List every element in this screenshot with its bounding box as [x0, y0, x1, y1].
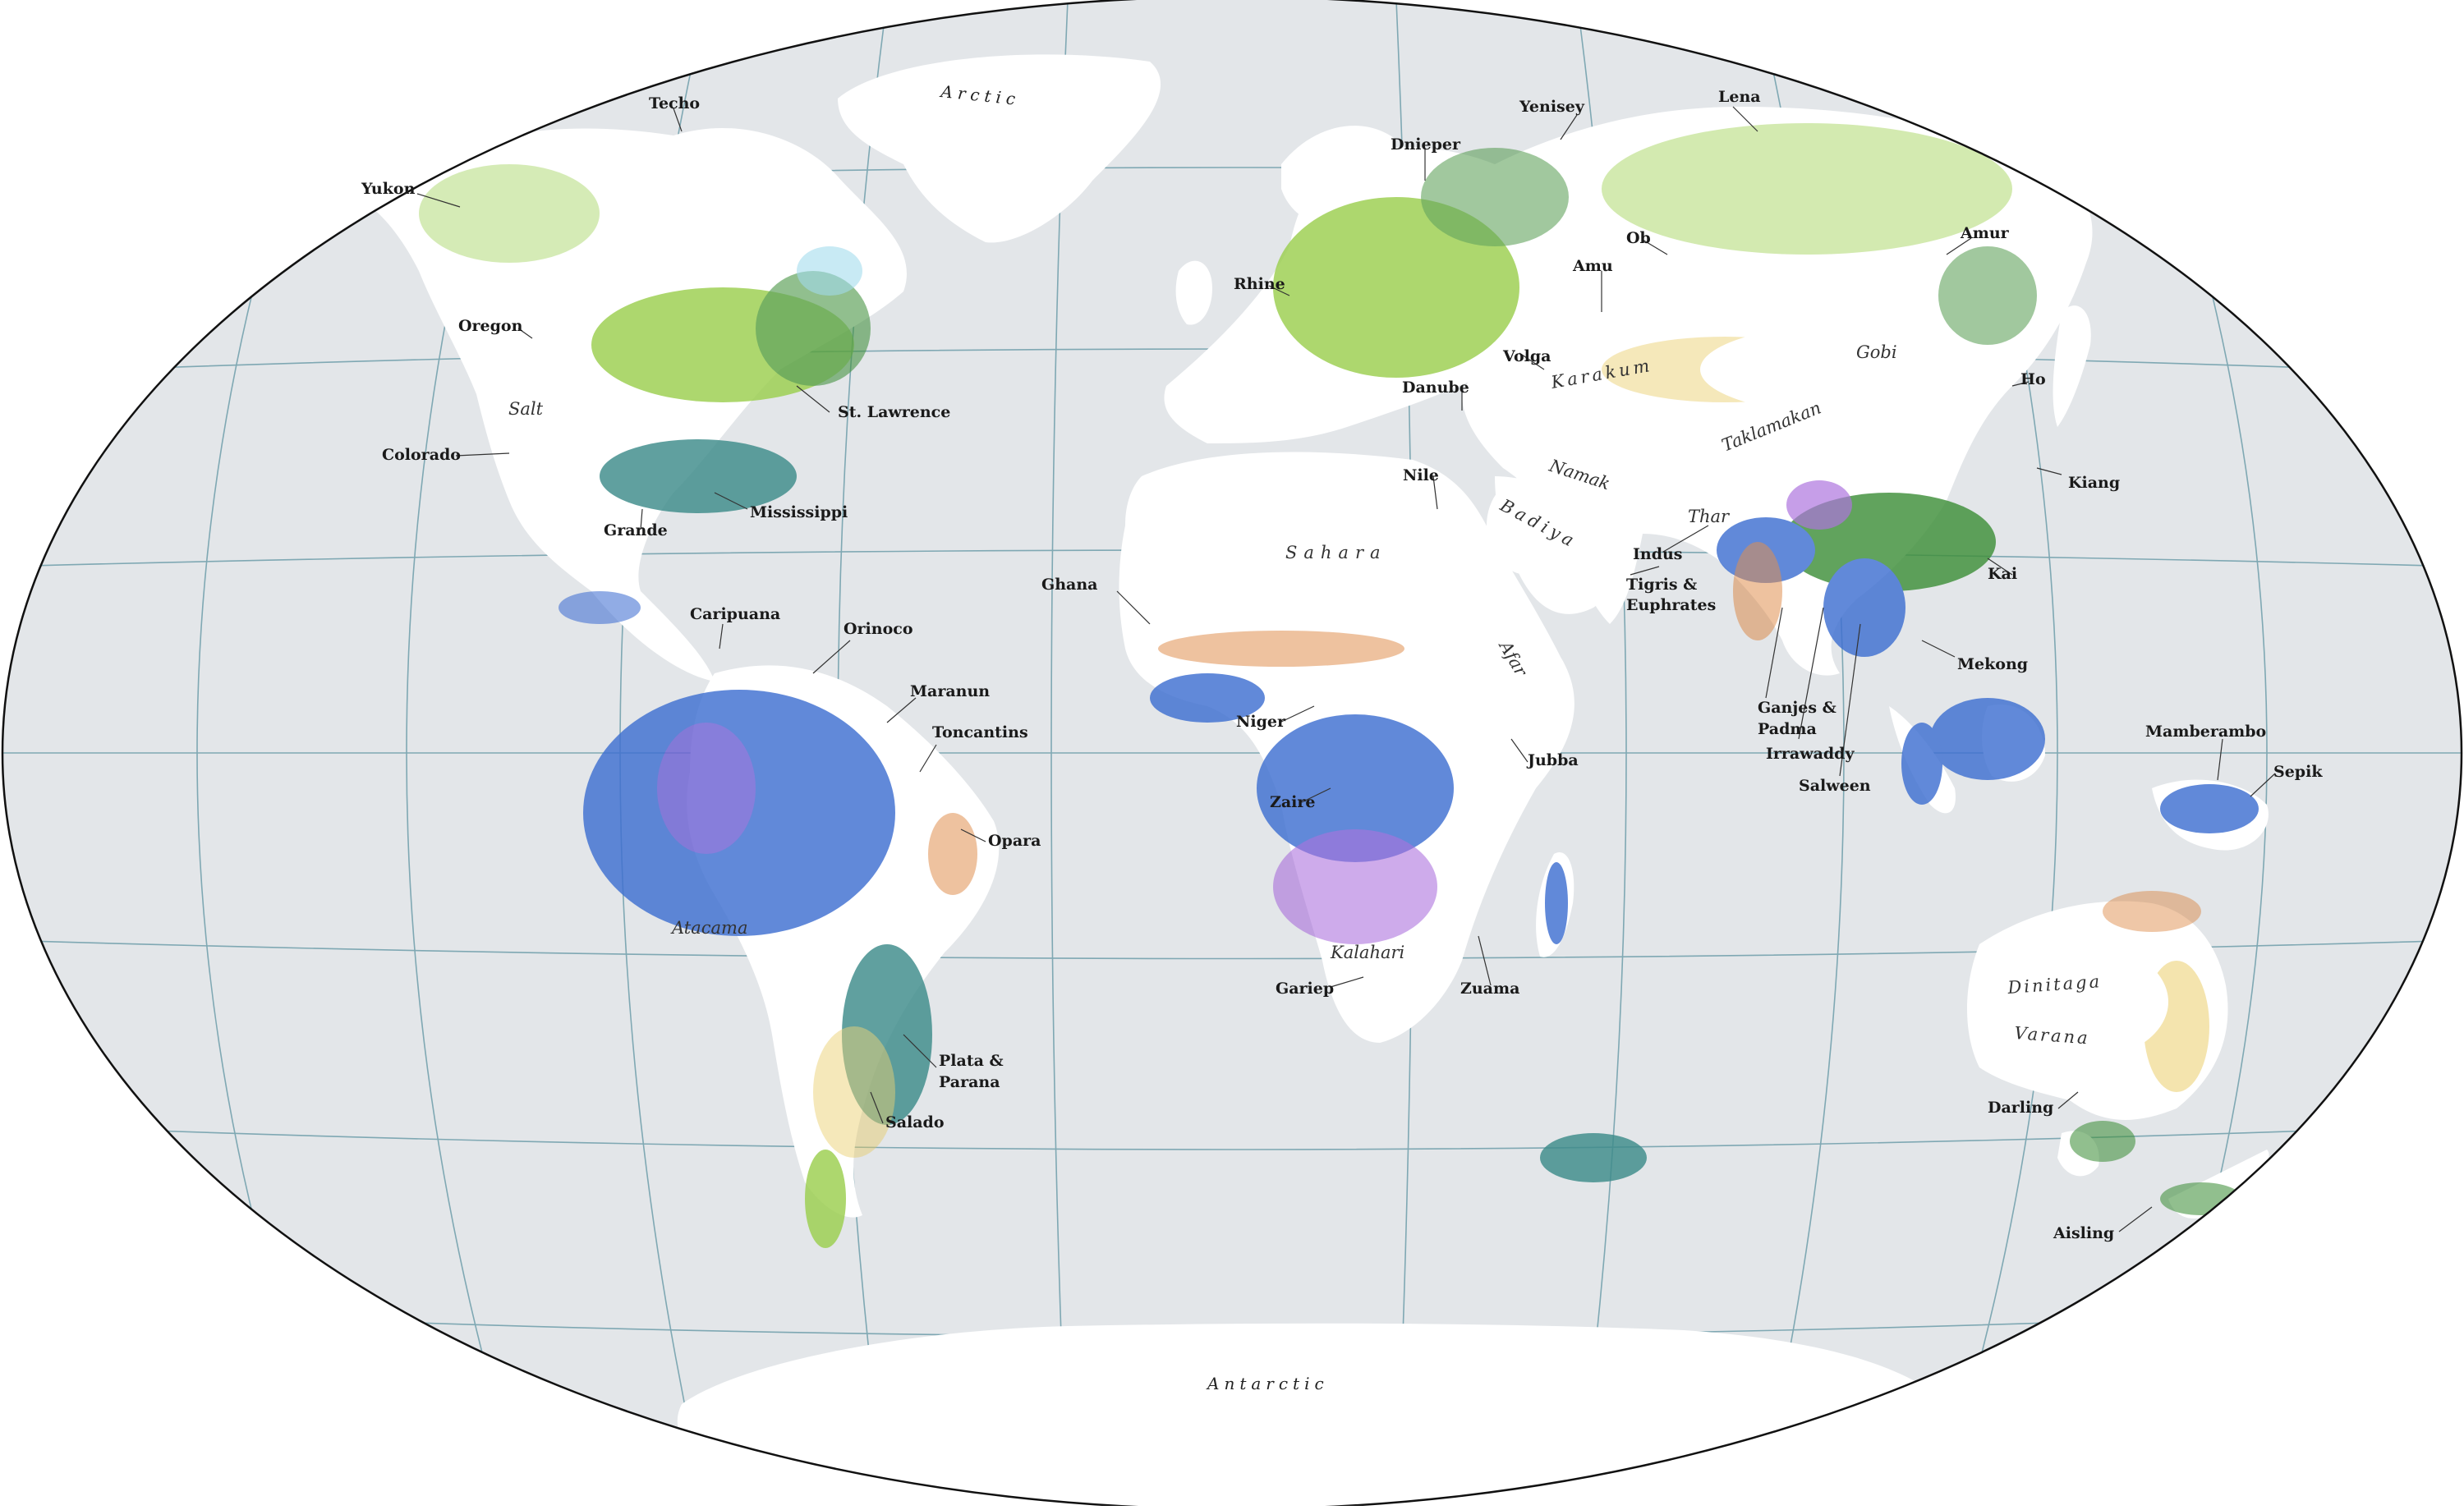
river-label-volga: Volga — [1502, 347, 1551, 365]
river-label-maranun: Maranun — [910, 682, 990, 700]
parana-basin — [842, 944, 932, 1125]
europe-green — [1273, 197, 1519, 378]
river-label-mekong: Mekong — [1957, 655, 2028, 673]
congo-basin — [1257, 714, 1454, 862]
west-africa-blue — [1150, 673, 1265, 723]
river-label-ob: Ob — [1626, 229, 1651, 247]
river-label-ghana: Ghana — [1041, 576, 1097, 594]
river-label-caripuana: Caripuana — [690, 605, 780, 623]
scandinavia — [1281, 126, 1396, 224]
river-basins — [419, 123, 2259, 1248]
river-label-salween: Salween — [1799, 777, 1871, 795]
zambezi-purple — [1273, 829, 1437, 944]
river-label-rhine: Rhine — [1234, 275, 1285, 293]
river-label-ganjes: Ganjes & — [1758, 699, 1837, 717]
siberia-green — [1602, 123, 2012, 255]
river-label-lena: Lena — [1718, 88, 1761, 106]
himalaya-purple — [1786, 480, 1852, 530]
river-label-aisling: Aisling — [2053, 1224, 2114, 1242]
river-label-amu: Amu — [1572, 257, 1613, 275]
river-labels: Yukon Techo Oregon Colorado Grande St. L… — [361, 88, 2323, 1242]
river-label-tigris: Tigris & — [1626, 576, 1697, 594]
sahara-white — [1142, 501, 1487, 616]
antarctica — [677, 1323, 1955, 1506]
river-label-toncantins: Toncantins — [932, 723, 1028, 741]
tasmania-green — [2070, 1121, 2135, 1162]
manchuria-green — [1938, 246, 2037, 345]
river-label-zuama: Zuama — [1460, 980, 1519, 998]
region-label-kalahari: Kalahari — [1330, 943, 1404, 962]
river-label-yenisey: Yenisey — [1519, 98, 1585, 116]
arabia-white — [1487, 476, 1569, 575]
andes-purple — [657, 723, 756, 854]
region-label-atacama: Atacama — [670, 918, 747, 938]
river-label-jubba: Jubba — [1526, 751, 1579, 769]
river-label-plata: Plata & — [939, 1052, 1004, 1070]
greenland — [838, 54, 1161, 243]
river-label-parana: Parana — [939, 1073, 1000, 1091]
river-label-euphrates: Euphrates — [1626, 596, 1716, 614]
region-label-sahara: Sahara — [1285, 543, 1387, 562]
river-label-techo: Techo — [649, 94, 700, 112]
bengal-blue — [1717, 517, 1815, 583]
indochina-blue — [1823, 558, 1905, 657]
argentina-yellow — [813, 1026, 895, 1158]
river-label-niger: Niger — [1236, 713, 1286, 731]
river-label-amur: Amur — [1960, 224, 2010, 242]
ocean-label-antarctic: Antarctic — [1206, 1374, 1329, 1393]
region-label-gobi: Gobi — [1856, 342, 1897, 362]
alaska-green — [419, 164, 600, 263]
mississippi-teal — [600, 439, 797, 513]
river-label-dnieper: Dnieper — [1391, 135, 1461, 154]
river-label-st-lawrence: St. Lawrence — [838, 403, 950, 421]
chile-green — [805, 1150, 846, 1248]
river-label-kai: Kai — [1988, 565, 2017, 583]
sahel-orange — [1158, 631, 1404, 667]
north-australia-orange — [2103, 891, 2201, 932]
region-label-thar: Thar — [1688, 507, 1731, 526]
japan — [2053, 305, 2091, 427]
river-label-ho: Ho — [2020, 370, 2046, 388]
labrador-cyan — [797, 246, 862, 296]
river-label-opara: Opara — [988, 832, 1041, 850]
river-label-danube: Danube — [1402, 379, 1469, 397]
river-label-yukon: Yukon — [361, 180, 416, 198]
river-label-irrawaddy: Irrawaddy — [1766, 745, 1855, 763]
india-orange — [1733, 542, 1782, 640]
borneo-blue — [1930, 698, 2045, 780]
madagascar-blue — [1545, 862, 1568, 944]
amazon-basin — [583, 690, 895, 936]
appalachia-green — [756, 271, 871, 386]
river-label-kiang: Kiang — [2068, 474, 2120, 492]
river-label-darling: Darling — [1988, 1099, 2053, 1117]
river-label-mississippi: Mississippi — [750, 503, 848, 521]
river-label-oregon: Oregon — [458, 317, 523, 335]
new-guinea-blue — [2160, 784, 2259, 833]
river-label-orinoco: Orinoco — [844, 620, 913, 638]
central-america-blue — [559, 591, 641, 624]
river-label-mamberambo: Mamberambo — [2145, 723, 2266, 741]
river-label-padma: Padma — [1758, 720, 1817, 738]
river-label-gariep: Gariep — [1276, 980, 1334, 998]
taklamakan-white — [1700, 324, 1996, 415]
label-leader-lines — [416, 106, 2276, 1232]
desert-overlays — [1142, 324, 2168, 1059]
north-america — [353, 127, 907, 682]
river-label-zaire: Zaire — [1270, 793, 1316, 811]
brazil-orange — [928, 813, 977, 895]
sumatra-blue — [1901, 723, 1942, 805]
region-label-salt: Salt — [508, 399, 544, 419]
nz-south-teal — [1540, 1133, 1647, 1182]
russia-green — [1421, 148, 1569, 246]
river-label-nile: Nile — [1403, 466, 1439, 484]
river-label-salado: Salado — [885, 1113, 945, 1131]
river-label-sepik: Sepik — [2273, 763, 2323, 781]
river-label-grande: Grande — [604, 521, 668, 539]
australian-desert-white — [2004, 944, 2168, 1059]
river-label-indus: Indus — [1633, 545, 1683, 563]
uk — [1175, 260, 1212, 325]
river-label-colorado: Colorado — [382, 446, 461, 464]
